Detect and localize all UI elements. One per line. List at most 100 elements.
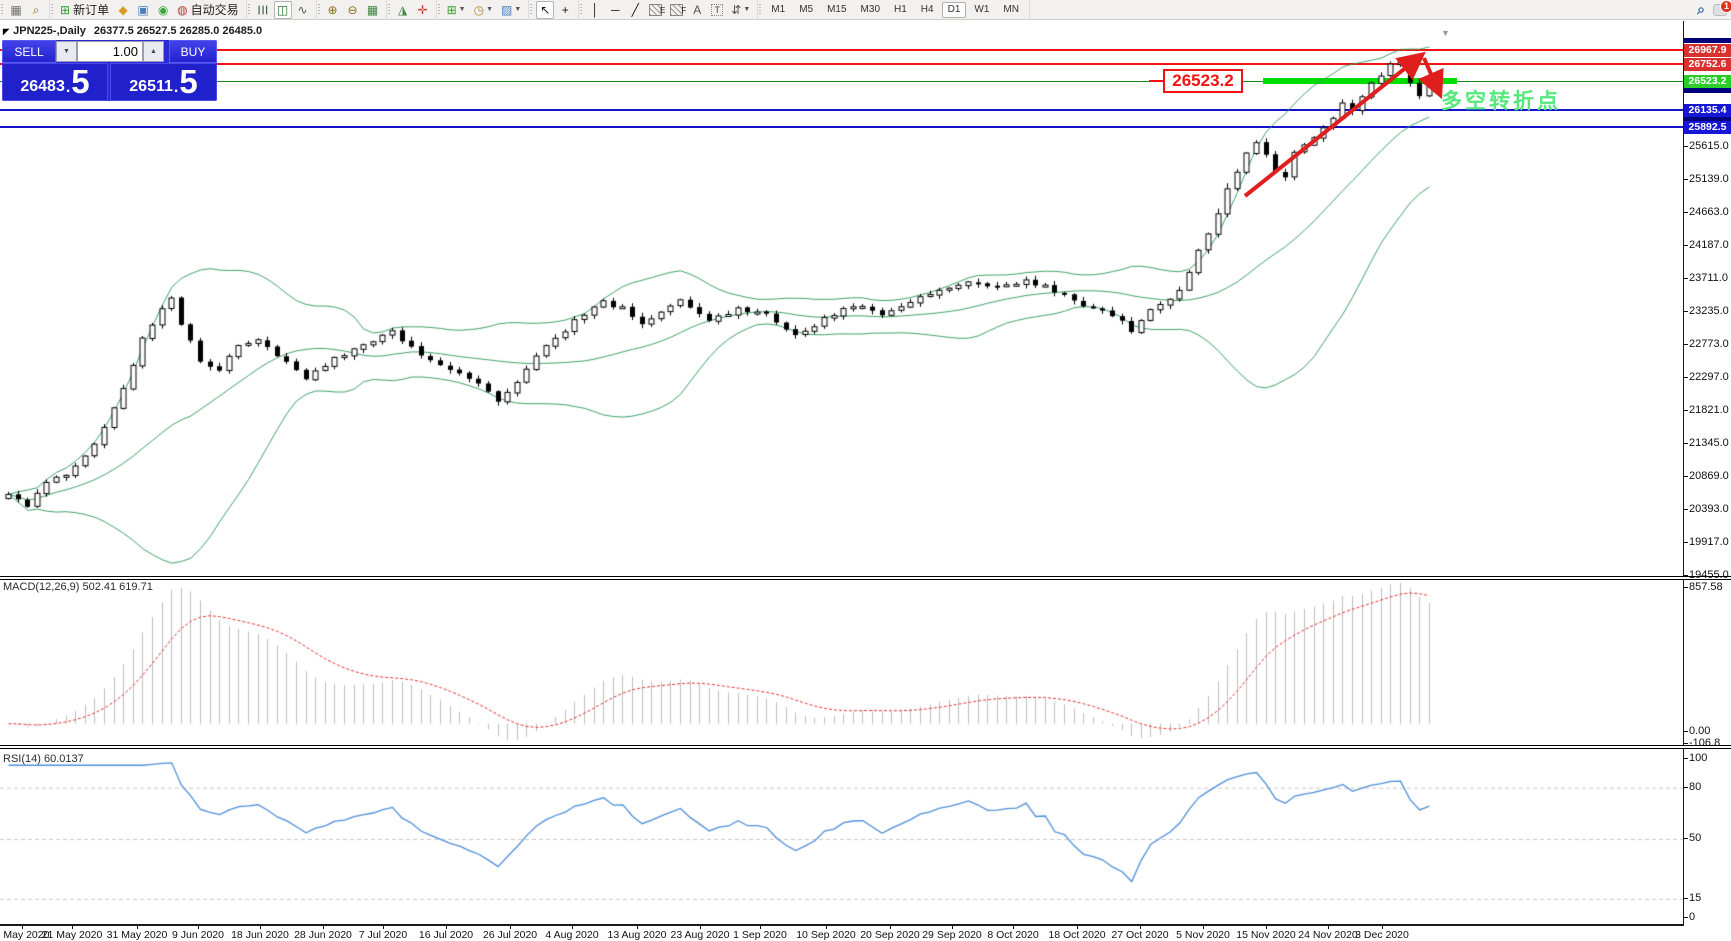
price-tick-label: 20393.0 [1689,503,1729,515]
zoom-out-icon[interactable]: ⊖ [347,2,358,17]
arrows-icon-dropdown[interactable]: ▼ [743,5,751,13]
timeframe-m15[interactable]: M15 [827,3,847,15]
rsi-panel-divider[interactable] [0,745,1731,749]
search-icon[interactable]: ⌕ [1697,1,1705,17]
date-axis-label: 26 Jul 2020 [482,929,538,941]
timeframe-m30[interactable]: M30 [860,3,880,15]
text-icon[interactable]: A [693,2,702,17]
date-axis-tick [260,926,261,929]
objects-window-icon[interactable]: ✛ [417,2,428,17]
macd-tick-label: -106.8 [1689,737,1721,749]
price-level-flag[interactable]: 26523.2 [1163,69,1243,93]
toolbar: ▦ ⌕ ⊞ 新订单 ◆ ▣ ◉ ◍ 自动交易 ☰ ◫ ∿ ⊕ ⊖ ▦ ◮ ✛ ⊞ ▼ ◷ ▼ ▨ ▼ ↖ + │ ─ ╱ E F A T ⇵ ▼ … [0,0,1731,20]
templates-icon[interactable]: ▨ ▼ [501,2,522,17]
periods-icon[interactable]: ◷ ▼ [473,2,493,17]
date-axis-label: 21 May 2020 [41,929,103,941]
timeframe-d1[interactable]: D1 [941,1,967,18]
buy-price-dot: . [173,79,179,96]
timeframe-h4[interactable]: H4 [920,3,934,15]
toolbar-group: │ ─ ╱ E F A T ⇵ ▼ [579,0,759,20]
buy-price-main: 26511 [129,78,173,95]
add-indicator-icon[interactable]: ⊞ ▼ [446,2,466,17]
sell-price-main: 26483 [20,78,65,95]
date-axis-tick [1203,926,1204,929]
date-axis-label: 8 Oct 2020 [987,929,1039,941]
rsi-tick-label: 15 [1689,892,1702,904]
new-order-icon[interactable]: ⊞ 新订单 [60,2,110,17]
price-tick-label: 23235.0 [1689,305,1729,317]
timeframe-w1[interactable]: W1 [974,3,990,15]
text-label-icon[interactable]: T [708,1,726,19]
macd-tick-label: 0.00 [1689,725,1711,737]
crosshair-icon[interactable]: + [561,2,569,17]
date-axis-label: 23 Aug 2020 [670,929,730,941]
chart-shift-marker-icon[interactable]: ▼ [1441,28,1450,38]
indicators-window-icon[interactable]: ◮ [397,2,408,17]
add-indicator-icon-dropdown[interactable]: ▼ [458,5,466,13]
date-axis-tick [637,926,638,929]
chart-zoom-window-icon[interactable]: ⌕ [32,2,40,17]
templates-icon-dropdown[interactable]: ▼ [514,5,522,13]
date-axis-tick [1328,926,1329,929]
arrows-icon[interactable]: ⇵ ▼ [731,2,751,17]
date-axis-tick [323,926,324,929]
terminal-icon[interactable]: ▣ [137,2,149,17]
toolbar-group: ☰ ◫ ∿ [247,0,317,20]
rsi-panel-canvas[interactable] [0,749,1683,924]
rsi-tick-mark [1683,917,1688,918]
candles-chart-icon[interactable]: ◫ [273,0,292,19]
rsi-tick-label: 100 [1689,752,1708,764]
price-tick-mark [1683,311,1688,312]
buy-button[interactable]: BUY [169,40,217,63]
eraser-icon[interactable]: ◆ [118,2,128,17]
volume-decrease-button[interactable]: ▼ [56,41,77,62]
price-chart-canvas[interactable] [0,22,1683,577]
date-axis-label: 10 Sep 2020 [796,929,856,941]
date-axis-tick [1382,926,1383,929]
signal-icon[interactable]: ◉ [157,2,169,17]
date-axis-tick [137,926,138,929]
sell-button[interactable]: SELL [2,40,56,63]
horizontal-line-icon[interactable]: ─ [611,2,620,17]
trendline-icon[interactable]: ╱ [631,2,639,17]
timeframe-mn[interactable]: MN [1003,3,1019,15]
timeframe-h1[interactable]: H1 [894,3,907,15]
timeframe-m5[interactable]: M5 [799,3,814,15]
bars-chart-icon[interactable]: ☰ [255,4,270,15]
date-axis-label: 24 Nov 2020 [1298,929,1358,941]
line-chart-icon[interactable]: ∿ [297,2,308,17]
zoom-in-icon[interactable]: ⊕ [327,2,338,17]
price-flag-tick [1149,80,1163,82]
macd-tick-mark [1683,587,1688,588]
price-tick-label: 21821.0 [1689,404,1729,416]
volume-input[interactable] [77,41,143,62]
turning-point-note[interactable]: 多空转折点 [1441,90,1561,113]
date-axis-tick [952,926,953,929]
fibonacci-icon[interactable]: F [667,1,686,19]
date-axis-label: 31 May 2020 [106,929,168,941]
price-tick-mark [1683,146,1688,147]
date-axis-tick [72,926,73,929]
date-axis-tick [700,926,701,929]
buy-price-display[interactable]: 26511. 5 [110,63,217,101]
macd-panel-divider[interactable] [0,576,1731,580]
notifications-icon[interactable]: 1 [1713,0,1731,16]
autotrading-icon[interactable]: ◍ 自动交易 [177,2,239,17]
tile-windows-icon[interactable]: ▦ [366,2,379,17]
date-axis-tick [1013,926,1014,929]
price-axis-border [1683,21,1684,926]
price-tick-label: 24663.0 [1689,206,1729,218]
date-axis-tick [572,926,573,929]
volume-increase-button[interactable]: ▲ [143,41,164,62]
macd-panel-canvas[interactable] [0,580,1683,745]
timeframe-m1[interactable]: M1 [771,3,786,15]
chart-window-icon[interactable]: ▦ [10,2,22,17]
equidistant-channel-icon[interactable]: E [646,1,665,19]
cursor-icon[interactable]: ↖ [536,0,555,19]
toolbar-group: ↖ + [529,0,580,20]
rsi-tick-label: 0 [1689,911,1696,923]
toolbar-group: ⊞ 新订单 ◆ ▣ ◉ ◍ 自动交易 [50,0,247,20]
vertical-line-icon[interactable]: │ [591,2,600,17]
periods-icon-dropdown[interactable]: ▼ [486,5,493,13]
sell-price-display[interactable]: 26483. 5 [2,63,108,101]
